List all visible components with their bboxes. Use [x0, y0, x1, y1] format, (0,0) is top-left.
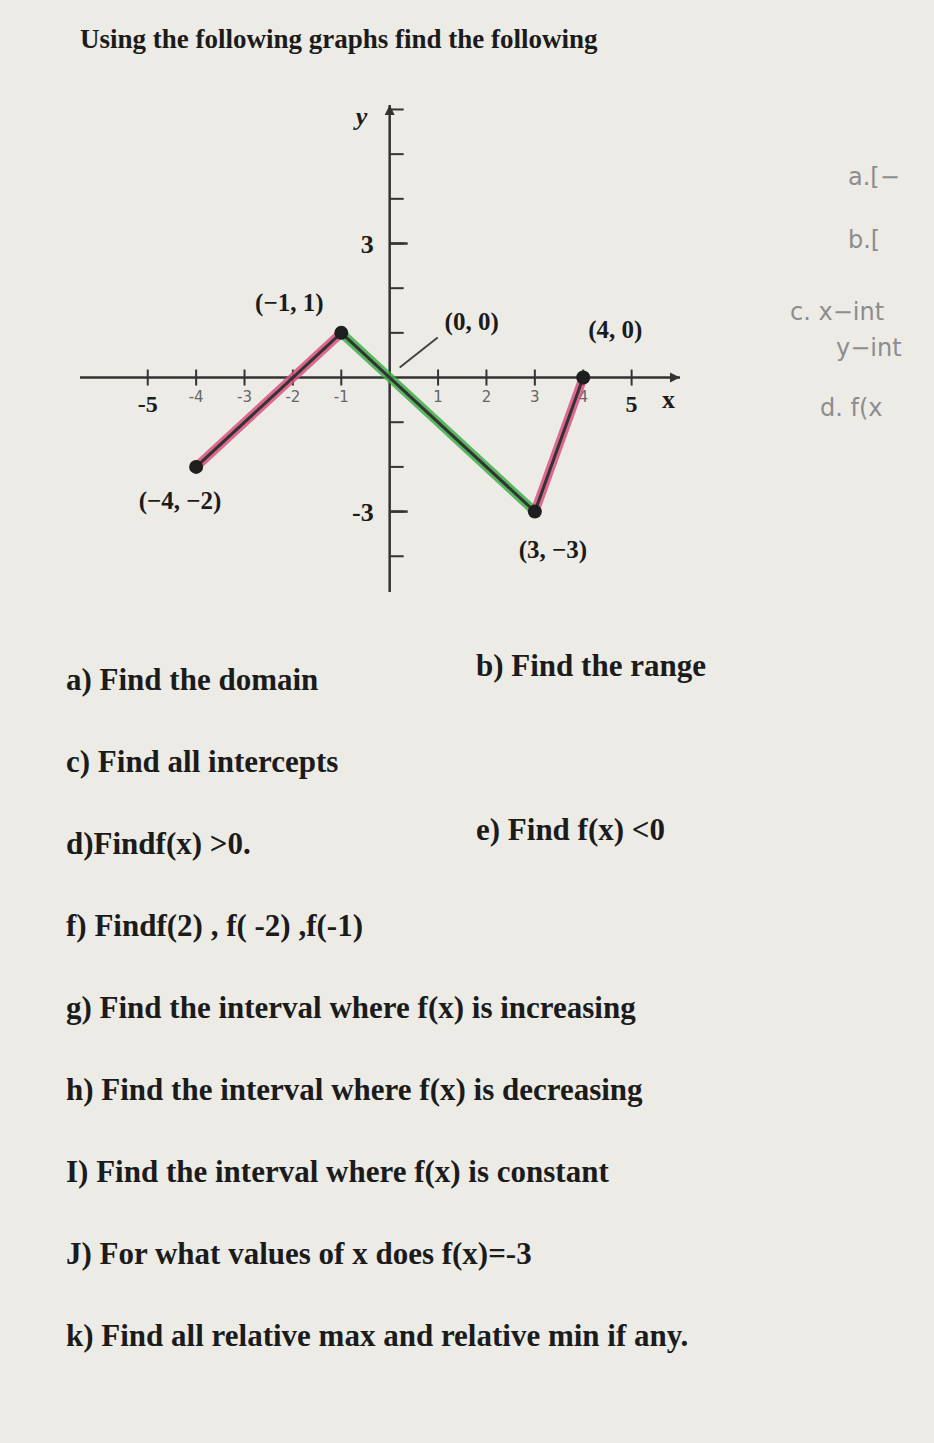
paper [0, 0, 934, 1443]
y-tick [390, 242, 408, 245]
graph: -5-4-3-2-112345-33xy(−1, 1)(0, 0)(4, 0)(… [80, 102, 680, 592]
x-arrow [670, 373, 680, 383]
plot-area [189, 326, 590, 519]
x-tick [534, 370, 536, 386]
arrow [400, 338, 438, 368]
question: b) Find the range [476, 648, 706, 683]
minor-tick [390, 332, 404, 334]
point-label: (3, −3) [519, 536, 587, 564]
y-label: y [353, 102, 368, 131]
x-tick-label: 5 [626, 391, 638, 417]
question: J) For what values of x does f(x)=-3 [66, 1236, 532, 1271]
point-label: (4, 0) [588, 316, 642, 344]
x-tick-label: -5 [138, 391, 158, 417]
margin-note: y−int [836, 334, 902, 362]
question: d)Findf(x) >0. [66, 826, 251, 861]
margin-note: b.[ [848, 226, 880, 254]
point [189, 460, 203, 474]
x-tick [244, 370, 246, 386]
x-tick-label: 1 [433, 388, 443, 406]
title: Using the following graphs find the foll… [80, 24, 598, 54]
minor-tick [390, 466, 404, 468]
minor-tick [390, 108, 404, 110]
minor-tick [390, 287, 404, 289]
x-tick-label: 2 [482, 388, 492, 406]
graph-line [196, 333, 583, 512]
question: f) Findf(2) , f( -2) ,f(-1) [66, 908, 363, 943]
question: a) Find the domain [66, 662, 318, 697]
point-label: (−4, −2) [139, 487, 222, 515]
question: g) Find the interval where f(x) is incre… [66, 990, 636, 1025]
margin-note: c. x−int [790, 298, 884, 326]
point-label: (−1, 1) [255, 289, 323, 317]
x-tick [195, 370, 197, 386]
x-tick [340, 370, 342, 386]
margin-note: a.[− [848, 163, 900, 191]
x-tick-label: 3 [530, 388, 540, 406]
question: e) Find f(x) <0 [476, 812, 665, 847]
minor-tick [390, 153, 404, 155]
question: c) Find all intercepts [66, 744, 338, 779]
x-tick-label: -2 [285, 388, 300, 406]
page: Using the following graphs find the foll… [0, 0, 934, 1443]
minor-tick [390, 421, 404, 423]
point [528, 505, 542, 519]
x-tick-label: -4 [189, 388, 204, 406]
point [334, 326, 348, 340]
minor-tick [390, 555, 404, 557]
minor-tick [390, 198, 404, 200]
x-tick [437, 370, 439, 386]
x-tick-label: -3 [237, 388, 252, 406]
y-tick-label: 3 [361, 230, 374, 259]
point [576, 371, 590, 385]
y-tick-label: -3 [352, 498, 374, 527]
x-tick [631, 370, 633, 386]
point-label: (0, 0) [445, 308, 499, 336]
margin-note: d. f(x [820, 394, 883, 422]
x-tick-label: -1 [334, 388, 349, 406]
question: h) Find the interval where f(x) is decre… [66, 1072, 643, 1107]
question: I) Find the interval where f(x) is const… [66, 1154, 609, 1189]
y-tick [390, 510, 408, 513]
question: k) Find all relative max and relative mi… [66, 1318, 688, 1353]
x-label: x [662, 385, 675, 414]
y-axis [388, 105, 391, 592]
x-tick [147, 370, 149, 386]
x-tick [485, 370, 487, 386]
